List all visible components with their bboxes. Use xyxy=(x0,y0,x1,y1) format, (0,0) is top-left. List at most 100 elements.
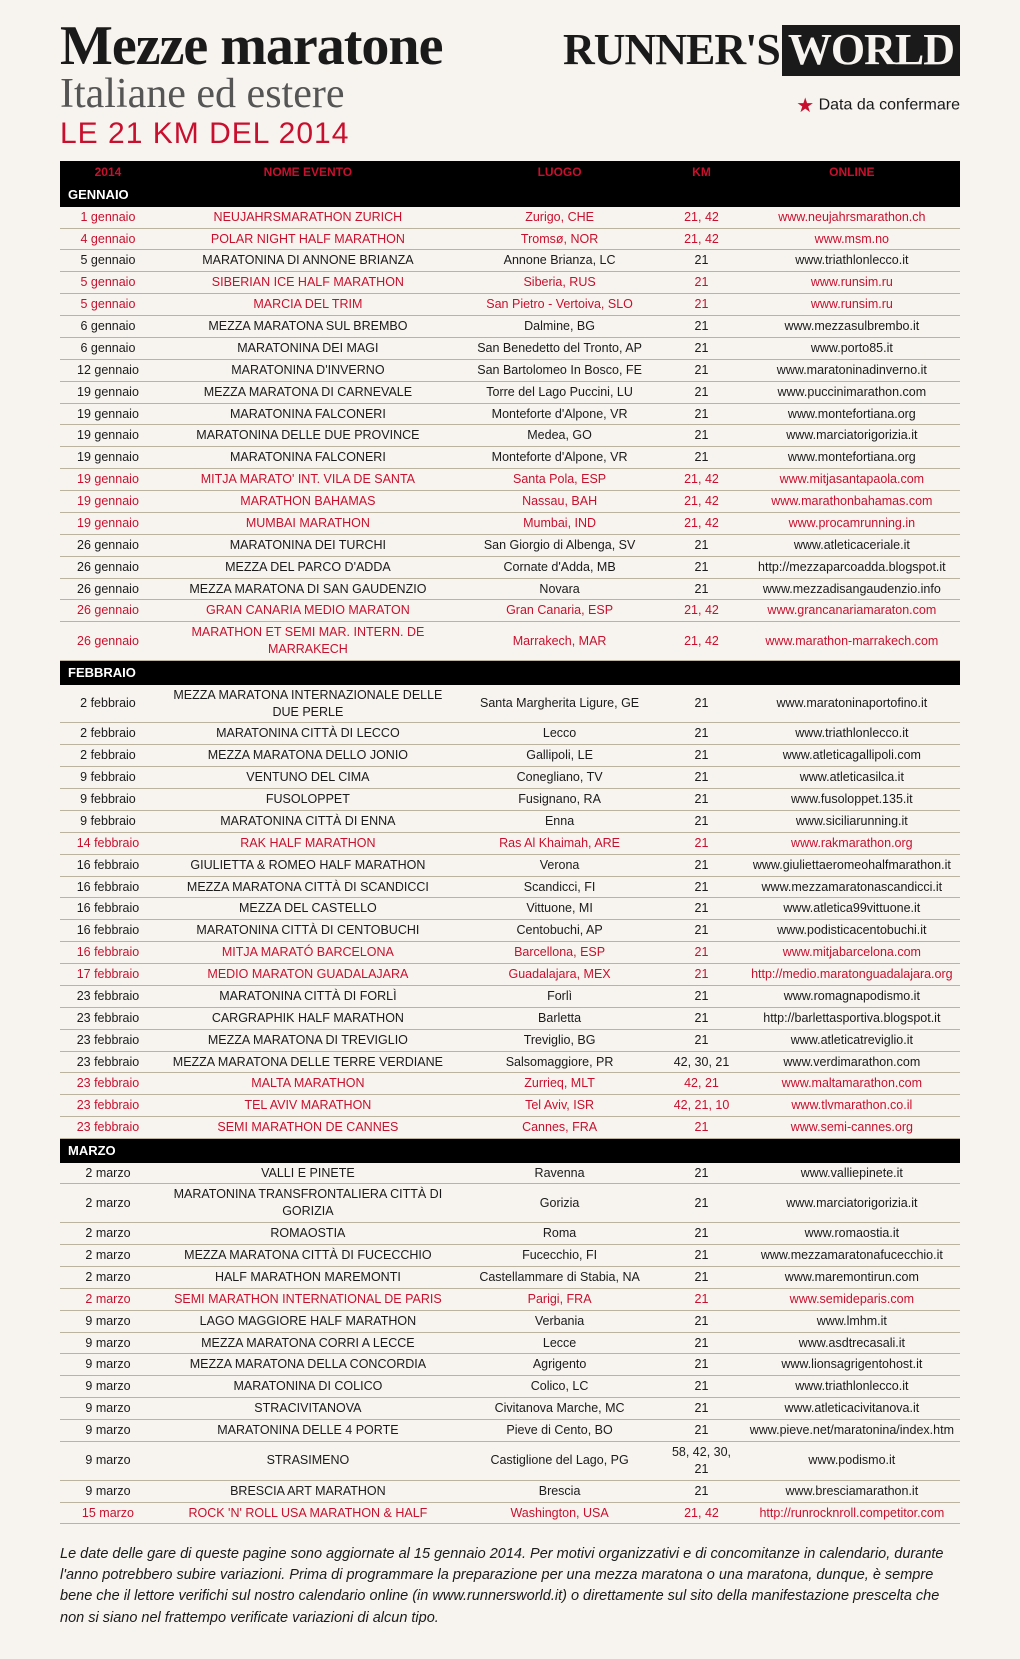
cell-event: POLAR NIGHT HALF MARATHON xyxy=(156,228,460,250)
cell-url: www.triathlonlecco.it xyxy=(744,250,960,272)
cell-km: 21 xyxy=(659,294,743,316)
cell-km: 21 xyxy=(659,1354,743,1376)
cell-place: Gorizia xyxy=(460,1184,659,1223)
cell-km: 21 xyxy=(659,854,743,876)
cell-place: Parigi, FRA xyxy=(460,1288,659,1310)
cell-date: 12 gennaio xyxy=(60,359,156,381)
cell-date: 19 gennaio xyxy=(60,403,156,425)
table-row: 2 marzoROMAOSTIARoma21www.romaostia.it xyxy=(60,1223,960,1245)
cell-place: Centobuchi, AP xyxy=(460,920,659,942)
cell-event: GRAN CANARIA MEDIO MARATON xyxy=(156,600,460,622)
cell-date: 9 marzo xyxy=(60,1332,156,1354)
cell-date: 9 marzo xyxy=(60,1398,156,1420)
cell-date: 9 marzo xyxy=(60,1310,156,1332)
table-row: 9 febbraioMARATONINA CITTÀ DI ENNAEnna21… xyxy=(60,810,960,832)
cell-place: Marrakech, MAR xyxy=(460,622,659,661)
table-row: 2 marzoHALF MARATHON MAREMONTICastellamm… xyxy=(60,1266,960,1288)
cell-place: Zurigo, CHE xyxy=(460,207,659,228)
cell-place: Annone Brianza, LC xyxy=(460,250,659,272)
cell-date: 5 gennaio xyxy=(60,272,156,294)
cell-url: www.triathlonlecco.it xyxy=(744,723,960,745)
month-row: FEBBRAIO xyxy=(60,661,960,685)
cell-event: MARATONINA DI COLICO xyxy=(156,1376,460,1398)
table-row: 16 febbraioMITJA MARATÓ BARCELONABarcell… xyxy=(60,942,960,964)
table-row: 19 gennaioMEZZA MARATONA DI CARNEVALETor… xyxy=(60,381,960,403)
cell-place: Tromsø, NOR xyxy=(460,228,659,250)
cell-event: CARGRAPHIK HALF MARATHON xyxy=(156,1007,460,1029)
cell-url: www.runsim.ru xyxy=(744,294,960,316)
cell-place: Roma xyxy=(460,1223,659,1245)
confirm-text: Data da confermare xyxy=(819,97,960,114)
table-row: 23 febbraioSEMI MARATHON DE CANNESCannes… xyxy=(60,1117,960,1139)
table-row: 12 gennaioMARATONINA D'INVERNOSan Bartol… xyxy=(60,359,960,381)
cell-km: 21, 42 xyxy=(659,1502,743,1524)
cell-url: www.siciliarunning.it xyxy=(744,810,960,832)
brand-world: WORLD xyxy=(782,25,960,76)
table-row: 5 gennaioSIBERIAN ICE HALF MARATHONSiber… xyxy=(60,272,960,294)
title-block: Mezze maratone Italiane ed estere LE 21 … xyxy=(60,20,563,151)
cell-event: MEZZA MARATONA DI SAN GAUDENZIO xyxy=(156,578,460,600)
cell-date: 2 marzo xyxy=(60,1245,156,1267)
cell-date: 26 gennaio xyxy=(60,578,156,600)
cell-event: MEZZA MARATONA CITTÀ DI FUCECCHIO xyxy=(156,1245,460,1267)
cell-url: www.mezzamaratonafucecchio.it xyxy=(744,1245,960,1267)
cell-km: 21 xyxy=(659,1163,743,1184)
cell-km: 21 xyxy=(659,964,743,986)
table-row: 6 gennaioMEZZA MARATONA SUL BREMBODalmin… xyxy=(60,316,960,338)
cell-event: MARATONINA CITTÀ DI ENNA xyxy=(156,810,460,832)
cell-km: 21 xyxy=(659,685,743,723)
table-row: 26 gennaioMEZZA DEL PARCO D'ADDACornate … xyxy=(60,556,960,578)
cell-place: Monteforte d'Alpone, VR xyxy=(460,403,659,425)
cell-url: www.maltamarathon.com xyxy=(744,1073,960,1095)
cell-date: 2 marzo xyxy=(60,1223,156,1245)
cell-date: 9 marzo xyxy=(60,1480,156,1502)
cell-place: San Bartolomeo In Bosco, FE xyxy=(460,359,659,381)
cell-km: 21 xyxy=(659,1184,743,1223)
cell-event: MARATONINA CITTÀ DI FORLÌ xyxy=(156,985,460,1007)
cell-event: RAK HALF MARATHON xyxy=(156,832,460,854)
cell-event: MARATONINA DI ANNONE BRIANZA xyxy=(156,250,460,272)
cell-url: www.asdtrecasali.it xyxy=(744,1332,960,1354)
cell-event: ROMAOSTIA xyxy=(156,1223,460,1245)
cell-km: 21 xyxy=(659,534,743,556)
cell-url: http://mezzaparcoadda.blogspot.it xyxy=(744,556,960,578)
cell-event: MARCIA DEL TRIM xyxy=(156,294,460,316)
cell-event: SEMI MARATHON DE CANNES xyxy=(156,1117,460,1139)
cell-url: www.atleticaceriale.it xyxy=(744,534,960,556)
cell-url: http://barlettasportiva.blogspot.it xyxy=(744,1007,960,1029)
cell-place: Brescia xyxy=(460,1480,659,1502)
cell-place: Novara xyxy=(460,578,659,600)
cell-url: www.marathon-marrakech.com xyxy=(744,622,960,661)
table-row: 19 gennaioMUMBAI MARATHONMumbai, IND21, … xyxy=(60,512,960,534)
cell-place: Castiglione del Lago, PG xyxy=(460,1441,659,1480)
table-row: 23 febbraioCARGRAPHIK HALF MARATHONBarle… xyxy=(60,1007,960,1029)
cell-km: 21 xyxy=(659,1332,743,1354)
cell-place: Colico, LC xyxy=(460,1376,659,1398)
footer-note: Le date delle gare di queste pagine sono… xyxy=(60,1544,960,1628)
cell-place: Scandicci, FI xyxy=(460,876,659,898)
table-row: 14 febbraioRAK HALF MARATHONRas Al Khaim… xyxy=(60,832,960,854)
cell-date: 9 marzo xyxy=(60,1376,156,1398)
table-row: 2 febbraioMEZZA MARATONA INTERNAZIONALE … xyxy=(60,685,960,723)
cell-place: Santa Pola, ESP xyxy=(460,469,659,491)
cell-event: MEZZA MARATONA SUL BREMBO xyxy=(156,316,460,338)
cell-date: 6 gennaio xyxy=(60,337,156,359)
cell-km: 21 xyxy=(659,1029,743,1051)
cell-url: www.tlvmarathon.co.il xyxy=(744,1095,960,1117)
cell-place: Tel Aviv, ISR xyxy=(460,1095,659,1117)
cell-url: http://medio.maratonguadalajara.org xyxy=(744,964,960,986)
cell-url: www.giuliettaeromeohalfmarathon.it xyxy=(744,854,960,876)
cell-url: www.romaostia.it xyxy=(744,1223,960,1245)
cell-date: 23 febbraio xyxy=(60,1095,156,1117)
cell-date: 9 febbraio xyxy=(60,810,156,832)
table-row: 16 febbraioMEZZA MARATONA CITTÀ DI SCAND… xyxy=(60,876,960,898)
cell-event: MEZZA DEL CASTELLO xyxy=(156,898,460,920)
cell-url: www.rakmarathon.org xyxy=(744,832,960,854)
table-row: 23 febbraioMALTA MARATHONZurrieq, MLT42,… xyxy=(60,1073,960,1095)
cell-event: MEZZA MARATONA CITTÀ DI SCANDICCI xyxy=(156,876,460,898)
cell-date: 19 gennaio xyxy=(60,381,156,403)
cell-km: 21, 42 xyxy=(659,207,743,228)
cell-date: 26 gennaio xyxy=(60,600,156,622)
cell-event: MEZZA MARATONA DI CARNEVALE xyxy=(156,381,460,403)
cell-km: 21 xyxy=(659,1310,743,1332)
